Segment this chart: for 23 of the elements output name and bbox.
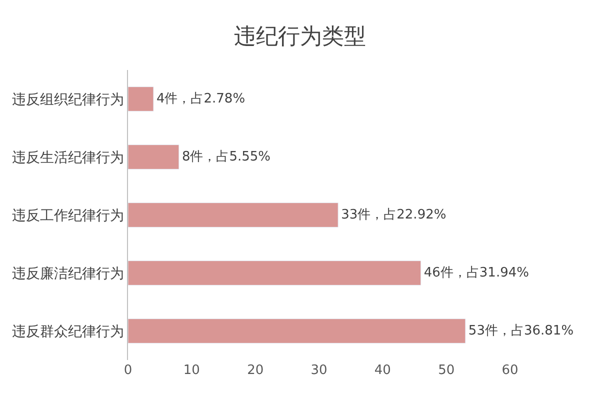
data-label: 4件，占2.78% xyxy=(156,92,246,106)
data-label: 8件，占5.55% xyxy=(182,150,271,164)
bar xyxy=(128,318,466,344)
data-label: 53件，占36.81% xyxy=(468,324,574,338)
data-label: 33件，占22.92% xyxy=(341,208,446,222)
y-tick-label: 违反生活纪律行为 xyxy=(12,150,124,166)
chart-title: 违纪行为类型 xyxy=(234,24,366,50)
x-tick-label: 0 xyxy=(124,363,132,378)
bar xyxy=(128,202,338,228)
x-tick-label: 20 xyxy=(247,363,264,378)
y-tick-label: 违反工作纪律行为 xyxy=(12,208,124,224)
bar xyxy=(128,260,422,286)
x-tick-label: 60 xyxy=(502,363,518,378)
data-label: 46件，占31.94% xyxy=(424,266,529,280)
x-tick-label: 10 xyxy=(183,363,200,378)
bar xyxy=(128,86,154,112)
y-tick-label: 违反组织纪律行为 xyxy=(12,92,124,108)
y-tick-label: 违反群众纪律行为 xyxy=(12,324,124,340)
x-tick-label: 40 xyxy=(374,363,391,378)
x-tick-label: 50 xyxy=(438,363,455,378)
bar xyxy=(128,144,180,170)
x-tick-label: 30 xyxy=(310,363,328,378)
y-tick-label: 违反廉洁纪律行为 xyxy=(12,266,124,282)
